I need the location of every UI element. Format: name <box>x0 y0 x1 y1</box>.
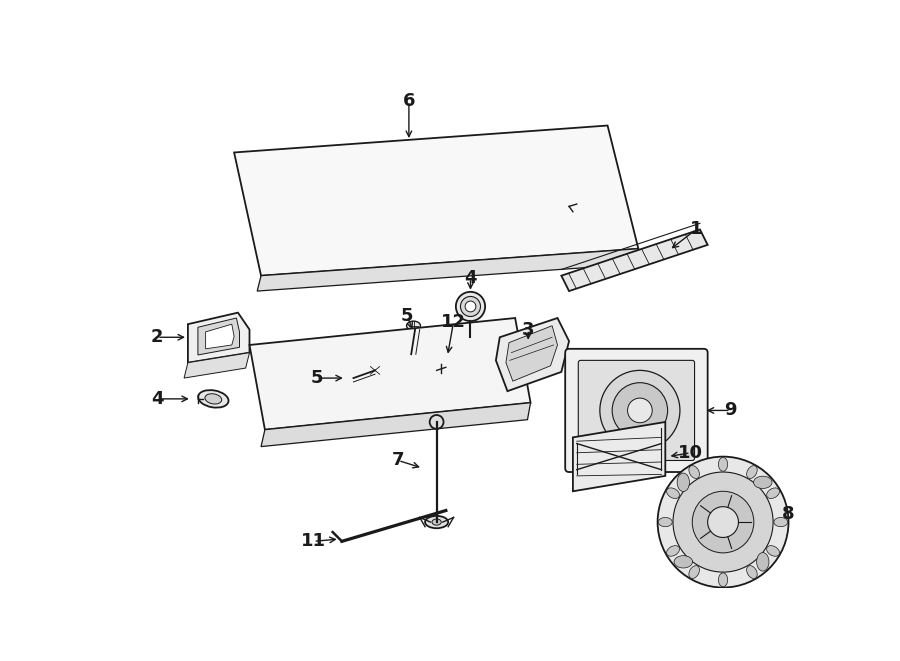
Circle shape <box>692 491 754 553</box>
Ellipse shape <box>432 519 441 525</box>
Ellipse shape <box>667 545 680 557</box>
Ellipse shape <box>659 518 672 527</box>
Text: 4: 4 <box>151 390 164 408</box>
Circle shape <box>429 415 444 429</box>
FancyBboxPatch shape <box>579 360 695 461</box>
Ellipse shape <box>774 518 788 527</box>
Circle shape <box>707 507 738 537</box>
Ellipse shape <box>677 473 689 492</box>
Polygon shape <box>184 353 249 378</box>
Circle shape <box>673 472 773 572</box>
Ellipse shape <box>198 390 229 408</box>
Polygon shape <box>249 318 530 430</box>
Ellipse shape <box>718 457 728 471</box>
Text: 11: 11 <box>301 532 326 551</box>
Ellipse shape <box>667 488 680 498</box>
Text: 3: 3 <box>522 321 535 338</box>
Text: 8: 8 <box>782 506 795 524</box>
Text: 10: 10 <box>679 444 703 462</box>
Ellipse shape <box>407 321 420 330</box>
Ellipse shape <box>688 566 699 578</box>
Ellipse shape <box>674 556 692 568</box>
Ellipse shape <box>718 573 728 587</box>
Circle shape <box>599 370 680 450</box>
Circle shape <box>627 398 652 423</box>
Text: 9: 9 <box>724 401 737 420</box>
Ellipse shape <box>456 292 485 321</box>
Polygon shape <box>257 249 638 291</box>
Polygon shape <box>573 422 665 491</box>
Text: 7: 7 <box>392 451 404 469</box>
Polygon shape <box>188 313 249 363</box>
Polygon shape <box>261 403 530 447</box>
Polygon shape <box>496 318 569 391</box>
Ellipse shape <box>747 465 757 479</box>
Polygon shape <box>205 324 234 349</box>
Ellipse shape <box>688 465 699 479</box>
Ellipse shape <box>425 516 448 528</box>
Ellipse shape <box>747 566 757 578</box>
Ellipse shape <box>367 365 383 376</box>
Text: 2: 2 <box>151 329 164 346</box>
Ellipse shape <box>205 394 221 404</box>
Polygon shape <box>562 229 707 291</box>
Text: 6: 6 <box>402 92 415 110</box>
Ellipse shape <box>465 301 476 312</box>
Ellipse shape <box>767 545 779 557</box>
Ellipse shape <box>753 476 772 488</box>
Circle shape <box>658 457 788 588</box>
Text: 5: 5 <box>310 369 323 387</box>
Text: 4: 4 <box>464 269 477 287</box>
Polygon shape <box>234 126 638 276</box>
Text: 1: 1 <box>690 221 702 239</box>
Text: 12: 12 <box>441 313 466 331</box>
Ellipse shape <box>461 297 481 317</box>
Polygon shape <box>198 318 239 355</box>
Ellipse shape <box>767 488 779 498</box>
Circle shape <box>612 383 668 438</box>
Polygon shape <box>506 326 557 381</box>
Ellipse shape <box>757 553 769 571</box>
FancyBboxPatch shape <box>565 349 707 472</box>
Text: 5: 5 <box>401 307 414 325</box>
